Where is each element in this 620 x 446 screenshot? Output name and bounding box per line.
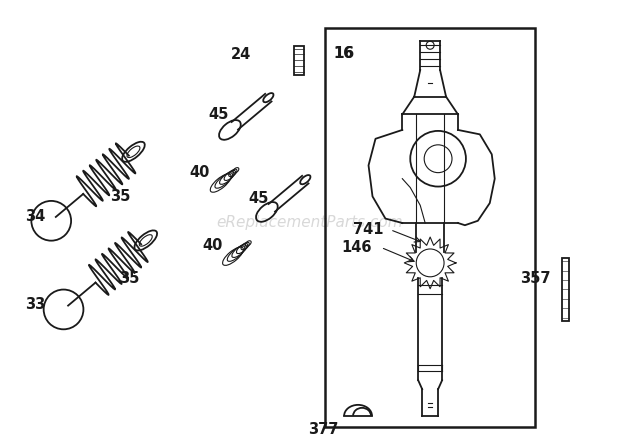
Text: 35: 35 [110, 189, 130, 204]
Text: 33: 33 [25, 297, 46, 313]
Text: 741: 741 [353, 222, 384, 237]
Text: 40: 40 [202, 238, 223, 253]
Text: 35: 35 [119, 271, 140, 286]
Text: 40: 40 [190, 165, 210, 180]
Text: 357: 357 [520, 271, 551, 286]
Text: 377: 377 [308, 421, 339, 437]
Bar [294, 45, 304, 74]
Text: eReplacementParts.com: eReplacementParts.com [216, 215, 404, 231]
Text: 16: 16 [334, 46, 354, 61]
Text: 45: 45 [208, 107, 229, 122]
Text: 24: 24 [231, 47, 252, 62]
Bar [562, 259, 569, 321]
Text: 34: 34 [25, 209, 46, 224]
Text: 146: 146 [341, 240, 371, 255]
Text: 16: 16 [334, 46, 355, 61]
Text: 45: 45 [249, 191, 268, 206]
